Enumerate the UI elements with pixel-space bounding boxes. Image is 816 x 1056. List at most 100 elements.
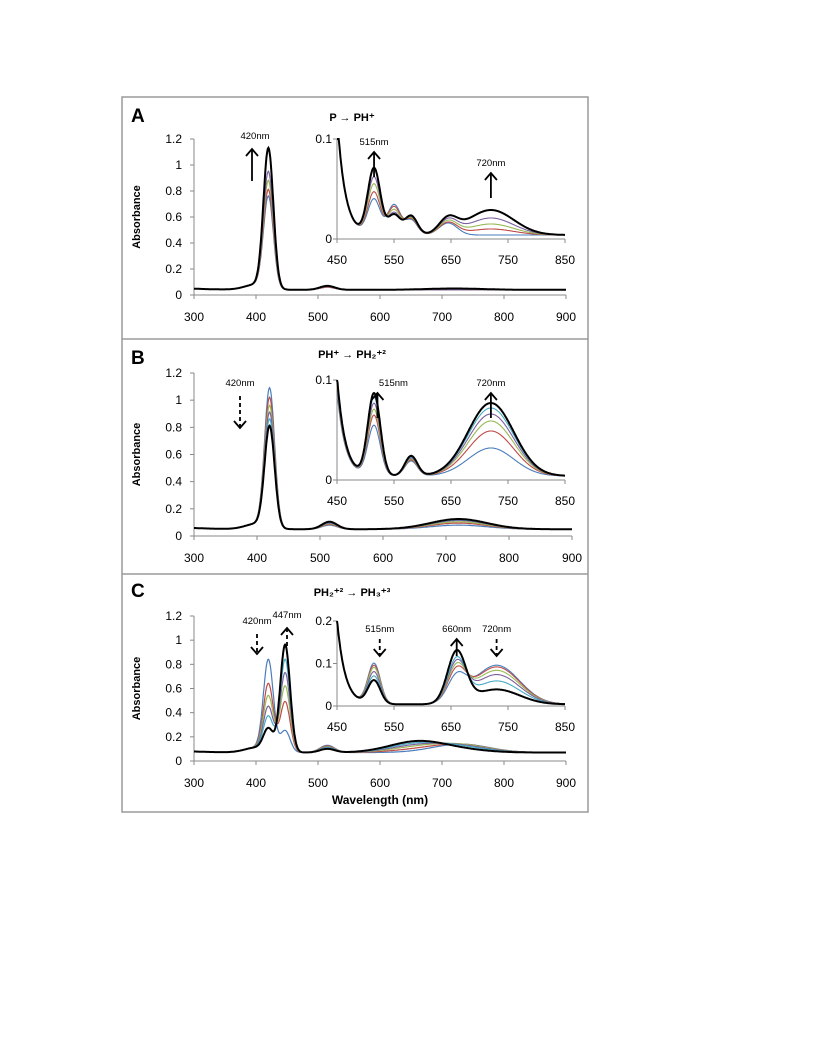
inset-series-line — [336, 385, 565, 477]
annotation-label: 420nm — [225, 378, 254, 389]
inset-x-tick-label: 650 — [441, 720, 461, 734]
inset-annotation-label: 720nm — [476, 158, 505, 169]
series-line — [194, 643, 566, 754]
inset-x-tick-label: 550 — [384, 720, 404, 734]
inset-series-line — [336, 380, 565, 477]
inset-x-tick-label: 450 — [327, 720, 347, 734]
inset-annotation-label: 515nm — [379, 378, 408, 389]
x-tick-label: 500 — [308, 310, 328, 324]
annotation-arrow — [450, 637, 464, 656]
arrow-head — [233, 420, 247, 430]
inset-series-line — [336, 620, 565, 706]
annotation-arrow — [370, 391, 385, 418]
arrow-head — [484, 171, 498, 181]
x-tick-label: 500 — [308, 776, 328, 790]
inset-series-line — [337, 138, 565, 236]
inset-series-line — [336, 620, 565, 705]
inset-series-line — [336, 379, 565, 477]
annotation-label: 420nm — [242, 616, 271, 627]
annotation-arrow — [245, 147, 259, 181]
x-tick-label: 600 — [370, 776, 390, 790]
inset-series-line — [337, 138, 565, 236]
inset-x-tick-label: 750 — [498, 253, 518, 267]
y-tick-label: 1 — [175, 158, 182, 172]
annotation-label: 420nm — [240, 131, 269, 142]
arrow-head — [367, 150, 381, 160]
inset-chart: 0 0.1 450 550 650 750 850 515nm 720nm — [315, 373, 575, 508]
inset-y-tick-label: 0 — [325, 232, 332, 246]
annotation-arrow — [250, 634, 264, 656]
annotation-arrow — [367, 150, 381, 177]
arrow-head — [250, 646, 264, 656]
y-tick-label: 1.2 — [165, 609, 182, 623]
x-tick-label: 900 — [556, 310, 576, 324]
y-tick-label: 0.2 — [165, 730, 182, 744]
x-tick-label: 700 — [432, 310, 452, 324]
y-tick-label: 1 — [175, 633, 182, 647]
inset-x-tick-label: 450 — [327, 494, 347, 508]
inset-series-line — [337, 138, 565, 236]
inset-x-tick-label: 750 — [498, 494, 518, 508]
x-tick-label: 800 — [494, 776, 514, 790]
y-tick-label: 0.6 — [165, 448, 182, 462]
inset-chart: 0 0.1 0.2 450 550 650 750 850 515nm 660nm 720nm — [315, 614, 575, 734]
arrow-head — [280, 626, 294, 636]
y-tick-label: 0 — [175, 529, 182, 543]
arrow-head — [450, 637, 464, 647]
panel-a: A P → PH⁺ 0 0.2 0.4 0.6 0.8 1 1.2 300 400 500 600 700… — [131, 106, 576, 324]
inset-series-line — [336, 383, 565, 477]
arrow-head — [484, 391, 498, 401]
panel-title: PH⁺ → PH₂⁺² — [318, 349, 386, 361]
inset-y-tick-label: 0.1 — [315, 657, 332, 671]
y-tick-label: 0.4 — [165, 475, 182, 489]
x-tick-label: 900 — [556, 776, 576, 790]
inset-annotation-label: 515nm — [365, 624, 394, 635]
x-tick-label: 800 — [494, 310, 514, 324]
inset-x-tick-label: 550 — [384, 494, 404, 508]
inset-annotation-label: 720nm — [482, 624, 511, 635]
y-tick-label: 1.2 — [165, 132, 182, 146]
arrow-head — [373, 648, 387, 658]
inset-annotation-label: 660nm — [442, 624, 471, 635]
y-tick-label: 0.2 — [165, 502, 182, 516]
panel-b: B PH⁺ → PH₂⁺² 0 0.2 0.4 0.6 0.8 1 1.2 300 400 500 60… — [131, 348, 582, 565]
x-tick-label: 900 — [562, 551, 582, 565]
panel-title: PH₂⁺² → PH₃⁺³ — [314, 587, 391, 599]
y-tick-label: 0.8 — [165, 420, 182, 434]
panel-letter: C — [131, 581, 145, 602]
panel-letter: A — [131, 106, 145, 127]
inset-y-tick-label: 0.1 — [315, 132, 332, 146]
annotation-arrow — [484, 391, 498, 418]
inset-series-line — [336, 620, 566, 705]
inset-x-tick-label: 750 — [498, 720, 518, 734]
inset-series-line — [337, 138, 565, 236]
inset-y-tick-label: 0.1 — [315, 373, 332, 387]
inset-x-tick-label: 550 — [384, 253, 404, 267]
inset-series-line — [336, 620, 565, 705]
x-tick-label: 400 — [247, 551, 267, 565]
inset-x-tick-label: 850 — [555, 494, 575, 508]
panel-c: C PH₂⁺² → PH₃⁺³ 0 0.2 0.4 0.6 0.8 1 1.2 300 400 500… — [131, 581, 576, 807]
x-tick-label: 300 — [184, 776, 204, 790]
y-tick-label: 0 — [175, 754, 182, 768]
series-line — [193, 145, 566, 291]
x-tick-label: 800 — [499, 551, 519, 565]
inset-x-tick-label: 850 — [555, 720, 575, 734]
inset-series-line — [337, 138, 565, 236]
x-axis-label: Wavelength (nm) — [332, 793, 428, 807]
x-tick-label: 400 — [246, 776, 266, 790]
annotation-arrow — [233, 396, 247, 430]
inset-x-tick-label: 450 — [327, 253, 347, 267]
x-tick-label: 400 — [246, 310, 266, 324]
y-tick-label: 0.4 — [165, 236, 182, 250]
panel-letter: B — [131, 348, 145, 369]
inset-chart: 0 0.1 450 550 650 750 850 515nm 720nm — [315, 132, 575, 267]
inset-y-tick-label: 0 — [325, 699, 332, 713]
y-tick-label: 0.8 — [165, 657, 182, 671]
y-axis-label: Absorbance — [131, 423, 143, 487]
x-tick-label: 600 — [373, 551, 393, 565]
y-axis-label: Absorbance — [131, 657, 143, 721]
annotation-label: 447nm — [272, 610, 301, 621]
inset-annotation-label: 515nm — [360, 137, 389, 148]
